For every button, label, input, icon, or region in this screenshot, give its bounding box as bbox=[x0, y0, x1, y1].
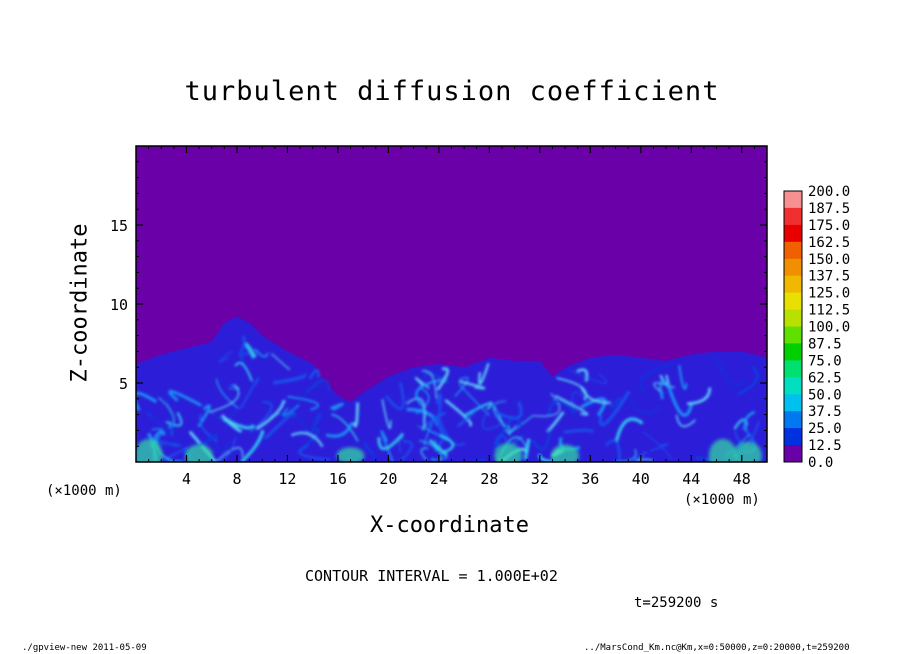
x-tick-label: 8 bbox=[232, 470, 241, 488]
colorbar-swatch bbox=[784, 309, 802, 327]
x-unit-label-left: (×1000 m) bbox=[46, 483, 122, 499]
contour-interval-label: CONTOUR INTERVAL = 1.000E+02 bbox=[305, 567, 558, 585]
x-tick-label: 40 bbox=[632, 470, 650, 488]
x-tick-label: 16 bbox=[329, 470, 347, 488]
colorbar-label: 100.0 bbox=[808, 320, 850, 336]
colorbar-swatch bbox=[784, 411, 802, 429]
x-axis-title: X-coordinate bbox=[370, 513, 529, 538]
colorbar-label: 137.5 bbox=[808, 269, 850, 285]
colorbar-swatch bbox=[784, 258, 802, 277]
x-tick-label: 28 bbox=[480, 470, 498, 488]
colorbar-label: 0.0 bbox=[808, 455, 833, 471]
x-tick-label: 48 bbox=[733, 470, 751, 488]
colorbar-label: 150.0 bbox=[808, 252, 850, 268]
colorbar-swatch bbox=[784, 224, 802, 243]
x-tick-label: 32 bbox=[531, 470, 549, 488]
footer-program: ./gpview-new 2011-05-09 bbox=[22, 643, 147, 653]
y-axis-title: Z-coordinate bbox=[67, 223, 93, 383]
footer-source: ../MarsCond_Km.nc@Km,x=0:50000,z=0:20000… bbox=[584, 643, 850, 653]
colorbar-label: 112.5 bbox=[808, 303, 850, 319]
colorbar-label: 62.5 bbox=[808, 370, 842, 386]
colorbar-label: 37.5 bbox=[808, 404, 842, 420]
colorbar-label: 12.5 bbox=[808, 438, 842, 454]
colorbar-swatch bbox=[784, 275, 802, 294]
colorbar-label: 187.5 bbox=[808, 201, 850, 217]
colorbar: 200.0187.5175.0162.5150.0137.5125.0112.5… bbox=[783, 184, 850, 471]
colorbar-swatch bbox=[784, 292, 802, 310]
y-axis: 5 10 15 bbox=[110, 161, 767, 447]
colorbar-frame bbox=[783, 190, 803, 463]
colorbar-swatch bbox=[784, 191, 802, 209]
x-tick-label: 36 bbox=[581, 470, 599, 488]
colorbar-swatch bbox=[784, 428, 802, 446]
y-tick-label: 5 bbox=[119, 375, 128, 393]
colorbar-swatch bbox=[784, 377, 802, 395]
x-unit-label-right: (×1000 m) bbox=[684, 492, 760, 508]
colorbar-label: 162.5 bbox=[808, 235, 850, 251]
time-label: t=259200 s bbox=[634, 595, 719, 611]
colorbar-label: 50.0 bbox=[808, 387, 842, 403]
x-axis: 4 8 12 16 20 24 28 32 36 40 44 48 bbox=[148, 146, 755, 488]
colorbar-label: 175.0 bbox=[808, 218, 850, 234]
colorbar-swatch bbox=[784, 360, 802, 378]
colorbar-swatch bbox=[784, 207, 802, 226]
x-tick-label: 24 bbox=[430, 470, 448, 488]
x-tick-label: 44 bbox=[682, 470, 700, 488]
colorbar-swatch bbox=[784, 394, 802, 412]
colorbar-label: 87.5 bbox=[808, 336, 842, 352]
x-tick-label: 20 bbox=[379, 470, 397, 488]
colorbar-label: 25.0 bbox=[808, 421, 842, 437]
y-tick-label: 15 bbox=[110, 217, 128, 235]
x-tick-label: 4 bbox=[182, 470, 191, 488]
colorbar-label: 125.0 bbox=[808, 286, 850, 302]
colorbar-label: 75.0 bbox=[808, 353, 842, 369]
boundary-layer-region bbox=[136, 316, 767, 462]
colorbar-swatch bbox=[784, 343, 802, 361]
chart-title: turbulent diffusion coefficient bbox=[184, 76, 720, 107]
colorbar-swatch bbox=[784, 326, 802, 344]
colorbar-swatch bbox=[784, 241, 802, 260]
y-tick-label: 10 bbox=[110, 296, 128, 314]
colorbar-swatch-min bbox=[784, 445, 802, 462]
colorbar-label: 200.0 bbox=[808, 184, 850, 200]
x-tick-label: 12 bbox=[278, 470, 296, 488]
